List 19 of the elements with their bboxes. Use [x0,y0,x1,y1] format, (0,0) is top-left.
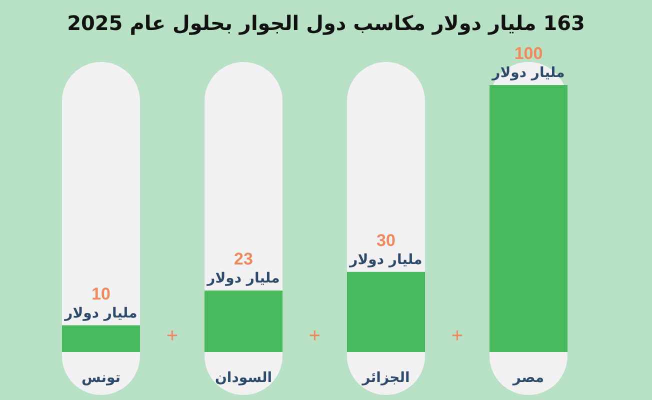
annotation: مليار دولار [348,252,422,268]
bar [204,290,282,352]
data-label: 10 [92,284,110,304]
data-label: 23 [234,250,253,269]
data-label: 100 [514,44,543,63]
data-label: 30 [376,230,396,250]
annotation: مليار دولار [64,305,138,322]
x-tick-label: السودان [214,370,272,386]
annotation: + [166,325,178,347]
bar [347,272,425,352]
text: مليار دولار [491,65,565,81]
x-tick-label: الجزائر [361,370,410,386]
x-tick-label: مصر [512,370,544,386]
annotation: + [308,325,321,347]
bar [62,325,140,352]
chart-title: 163 مليار دولار مكاسب دول الجوار بحلول عام 2025 [67,11,585,35]
annotation: مليار دولار [206,270,280,287]
x-tick-label: تونس [81,370,121,386]
annotation: + [451,325,464,347]
